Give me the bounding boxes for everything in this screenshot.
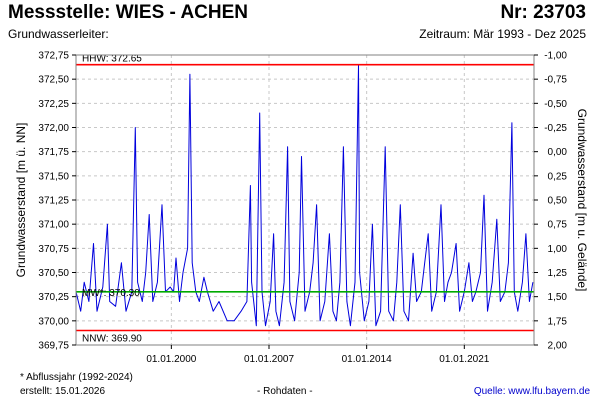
y-tick-label-right: 0,75 [548,220,568,231]
x-tick-label: 01.01.2000 [146,354,196,365]
y-tick-label-right: 0,00 [548,147,568,158]
y-tick-label-right: -1,00 [544,51,567,62]
y-tick-label-left: 371,25 [38,196,69,207]
y-tick-label-right: -0,25 [544,123,567,134]
y-axis-label-right: Grundwasserstand [m u. Gelände] [575,109,589,292]
y-tick-label-right: -0,50 [544,99,567,110]
reference-lines: HHW: 372.65 MW*: 370.30 NNW: 369.90 [76,54,534,345]
y-tick-label-right: 2,00 [548,341,568,352]
y-tick-label-left: 370,75 [38,244,69,255]
y-tick-label-left: 372,00 [38,123,69,134]
x-tick-label: 01.01.2014 [342,354,392,365]
y-tick-label-left: 372,25 [38,99,69,110]
y-axis-label-left: Grundwasserstand [m ü. NN] [14,123,28,278]
period-label: Zeitraum: Mär 1993 - Dez 2025 [419,27,586,41]
y-tick-label-right: 0,25 [548,171,568,182]
y-tick-label-left: 370,00 [38,316,69,327]
y-tick-label-right: 1,50 [548,292,568,303]
y-tick-label-left: 371,75 [38,147,69,158]
page-title: Messstelle: WIES - ACHEN [8,2,249,23]
y-tick-label-right: 1,25 [548,268,568,279]
aquifer-label: Grundwasserleiter: [8,27,109,41]
y-tick-label-right: 0,50 [548,196,568,207]
station-number: Nr: 23703 [500,2,586,23]
series-layer [75,64,534,327]
y-tick-label-left: 370,25 [38,292,69,303]
ref-label-hhw: HHW: 372.65 [82,54,142,65]
x-tick-label: 01.01.2021 [439,354,489,365]
y-tick-label-right: -0,75 [544,75,567,86]
ref-label-mw: MW*: 370.30 [82,288,140,299]
y-tick-label-left: 370,50 [38,268,69,279]
y-tick-label-left: 371,00 [38,220,69,231]
y-tick-label-left: 372,50 [38,75,69,86]
y-tick-label-left: 371,50 [38,171,69,182]
footnote: * Abflussjahr (1992-2024) [20,372,133,383]
source-link[interactable]: Quelle: www.lfu.bayern.de [473,386,590,397]
created-date: erstellt: 15.01.2026 [20,386,106,397]
y-tick-label-right: 1,00 [548,244,568,255]
y-tick-label-right: 1,75 [548,316,568,327]
series-line [75,64,534,327]
tick-layer: 372,75 -1,00 372,50 -0,75 372,25 -0,50 372,00 -… [38,51,567,366]
x-tick-label: 01.01.2007 [244,354,294,365]
ref-label-nnw: NNW: 369.90 [82,334,142,345]
y-tick-label-left: 369,75 [38,341,69,352]
raw-data-label: - Rohdaten - [257,386,313,397]
y-tick-label-left: 372,75 [38,51,69,62]
